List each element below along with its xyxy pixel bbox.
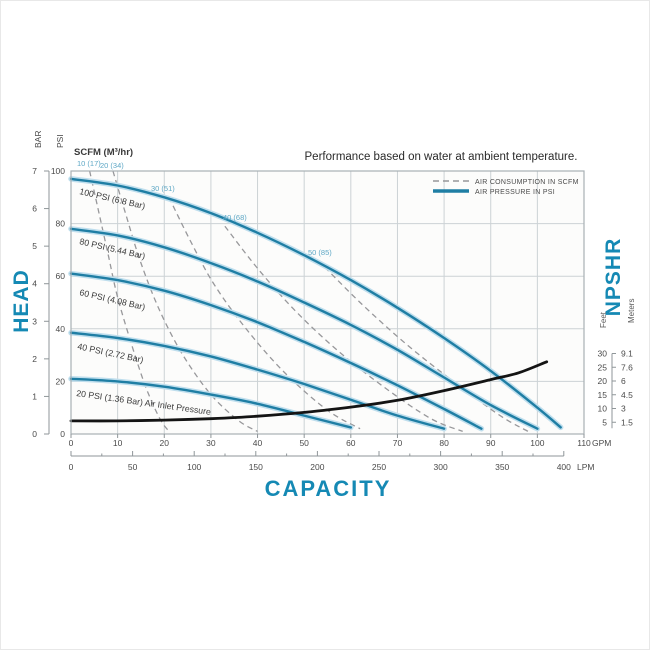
lpm-suffix-label: LPM [577,462,594,472]
npshr-meters-label: 3 [621,404,626,414]
gpm-tick-label: 80 [439,438,449,448]
lpm-tick-label: 400 [557,462,571,472]
psi-unit-label: PSI [55,134,65,148]
npshr-meters-label: 9.1 [621,349,633,359]
lpm-tick-label: 100 [187,462,201,472]
psi-tick-label: 20 [56,376,66,386]
psi-tick-label: 80 [56,219,66,229]
legend-air-consumption-label: AIR CONSUMPTION IN SCFM [475,179,579,186]
lpm-tick-label: 250 [372,462,386,472]
scfm-label-40: 40 (68) [223,213,247,222]
bar-tick-label: 3 [32,316,37,326]
air-pressure-curve-1 [69,227,539,430]
air-consumption-curve-50-scfm [317,259,529,432]
npshr-feet-label: 25 [598,362,608,372]
meters-unit-label: Meters [627,299,636,323]
lpm-tick-label: 200 [310,462,324,472]
gpm-tick-label: 90 [486,438,496,448]
npshr-axis-title: NPSHR [602,238,625,317]
npshr-meters-label: 1.5 [621,417,633,427]
gpm-tick-label: 30 [206,438,216,448]
psi-tick-label: 40 [56,324,66,334]
npshr-curve [69,360,549,423]
lpm-tick-label: 350 [495,462,509,472]
psi-tick-label: 100 [51,166,65,176]
bar-tick-label: 4 [32,279,37,289]
npshr-feet-label: 10 [598,404,608,414]
bar-tick-label: 5 [32,241,37,251]
air-consumption-curve-10-scfm [89,170,170,432]
gpm-tick-label: 100 [530,438,544,448]
air-pressure-curve-2 [69,272,483,430]
npshr-feet-label: 5 [602,417,607,427]
bar-tick-label: 6 [32,204,37,214]
lpm-tick-label: 300 [434,462,448,472]
gpm-tick-label: 40 [253,438,263,448]
feet-unit-label: Feet [599,311,608,328]
psi-tick-label: 0 [60,429,65,439]
scfm-label-30: 30 (51) [151,184,175,193]
npshr-meters-label: 4.5 [621,390,633,400]
bar-tick-label: 0 [32,429,37,439]
legend-air-pressure-label: AIR PRESSURE IN PSI [475,189,555,196]
scfm-label-10: 10 (17) [77,159,101,168]
bar-unit-label: BAR [33,131,43,148]
gpm-tick-label: 10 [113,438,123,448]
lpm-tick-label: 50 [128,462,138,472]
capacity-axis-title: CAPACITY [265,476,392,501]
gpm-tick-label: 110 [577,438,591,448]
air-pressure-curve-4 [69,377,352,429]
air-pressure-curve-0 [69,177,562,429]
psi-tick-label: 60 [56,271,66,281]
legend: AIR CONSUMPTION IN SCFM AIR PRESSURE IN … [433,179,579,196]
labels-layer: Performance based on water at ambient te… [10,131,636,501]
air-consumption-curve-20-scfm [112,170,258,432]
lpm-tick-label: 150 [249,462,263,472]
gpm-tick-label: 70 [393,438,403,448]
bar-tick-label: 1 [32,391,37,401]
npshr-feet-label: 30 [598,349,608,359]
scfm-header-label: SCFM (M³/hr) [74,147,133,158]
npshr-feet-label: 15 [598,390,608,400]
npshr-feet-label: 20 [598,376,608,386]
gpm-suffix-label: GPM [592,438,611,448]
head-axis-title: HEAD [10,269,33,333]
bar-tick-label: 2 [32,354,37,364]
scfm-label-50: 50 (85) [308,248,332,257]
gpm-tick-label: 20 [160,438,170,448]
gpm-tick-label: 0 [69,438,74,448]
bar-tick-label: 7 [32,166,37,176]
npshr-meters-label: 6 [621,376,626,386]
plot-border [70,170,585,435]
gpm-tick-label: 60 [346,438,356,448]
chart-title: Performance based on water at ambient te… [305,151,578,163]
npshr-meters-label: 7.6 [621,362,633,372]
lpm-tick-label: 0 [69,462,74,472]
air-pressure-curve-3 [69,331,446,430]
scfm-label-20: 20 (34) [100,161,124,170]
gpm-tick-label: 50 [299,438,309,448]
curves-layer [68,170,564,433]
